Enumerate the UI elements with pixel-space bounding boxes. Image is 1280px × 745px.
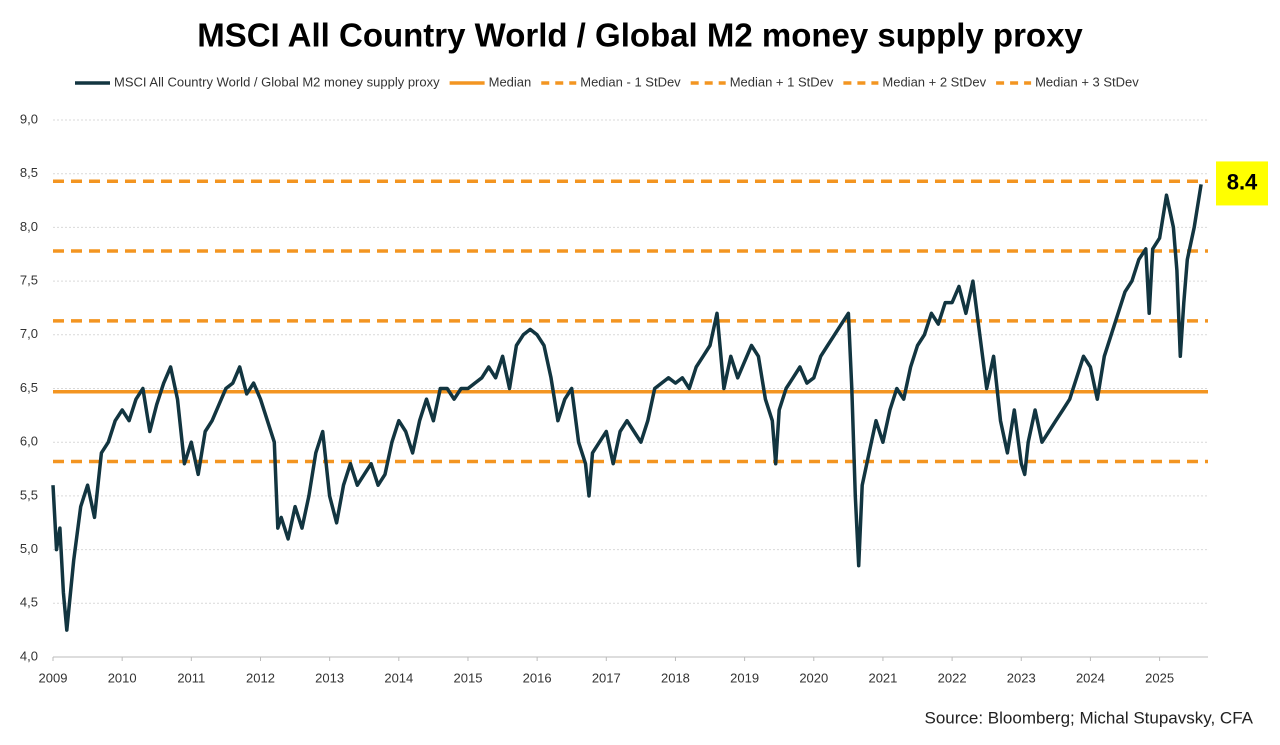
y-tick-label: 7,0 [20, 326, 38, 341]
x-tick-label: 2013 [315, 670, 344, 685]
x-tick-label: 2015 [454, 670, 483, 685]
x-tick-label: 2019 [730, 670, 759, 685]
y-tick-label: 8,0 [20, 219, 38, 234]
x-tick-label: 2009 [39, 670, 68, 685]
x-tick-label: 2020 [799, 670, 828, 685]
y-tick-label: 6,0 [20, 434, 38, 449]
x-tick-label: 2021 [868, 670, 897, 685]
y-tick-label: 4,0 [20, 648, 38, 663]
x-tick-label: 2018 [661, 670, 690, 685]
x-tick-label: 2025 [1145, 670, 1174, 685]
legend-label: Median + 3 StDev [1035, 74, 1139, 89]
legend-label: Median - 1 StDev [580, 74, 681, 89]
series-line [51, 184, 1203, 632]
y-tick-label: 8,5 [20, 165, 38, 180]
legend-label: Median [489, 74, 532, 89]
annotation-box [1216, 161, 1268, 206]
y-tick-label: 4,5 [20, 595, 38, 610]
x-tick-label: 2010 [108, 670, 137, 685]
legend-label: Median + 1 StDev [730, 74, 834, 89]
x-tick-label: 2011 [177, 670, 205, 685]
chart-title: MSCI All Country World / Global M2 money… [197, 17, 1083, 54]
x-tick-label: 2017 [592, 670, 621, 685]
x-tick-label: 2016 [523, 670, 552, 685]
y-tick-label: 9,0 [20, 111, 38, 126]
x-tick-label: 2023 [1007, 670, 1036, 685]
y-tick-label: 5,5 [20, 487, 38, 502]
legend-label: MSCI All Country World / Global M2 money… [114, 74, 440, 89]
y-tick-label: 7,5 [20, 273, 38, 288]
y-tick-label: 5,0 [20, 541, 38, 556]
x-tick-label: 2014 [384, 670, 413, 685]
x-tick-label: 2022 [938, 670, 967, 685]
y-tick-label: 6,5 [20, 380, 38, 395]
annotation: 8.4 [1227, 169, 1258, 194]
x-tick-label: 2012 [246, 670, 275, 685]
source: Source: Bloomberg; Michal Stupavsky, CFA [925, 708, 1254, 727]
legend-label: Median + 2 StDev [882, 74, 986, 89]
x-tick-label: 2024 [1076, 670, 1105, 685]
